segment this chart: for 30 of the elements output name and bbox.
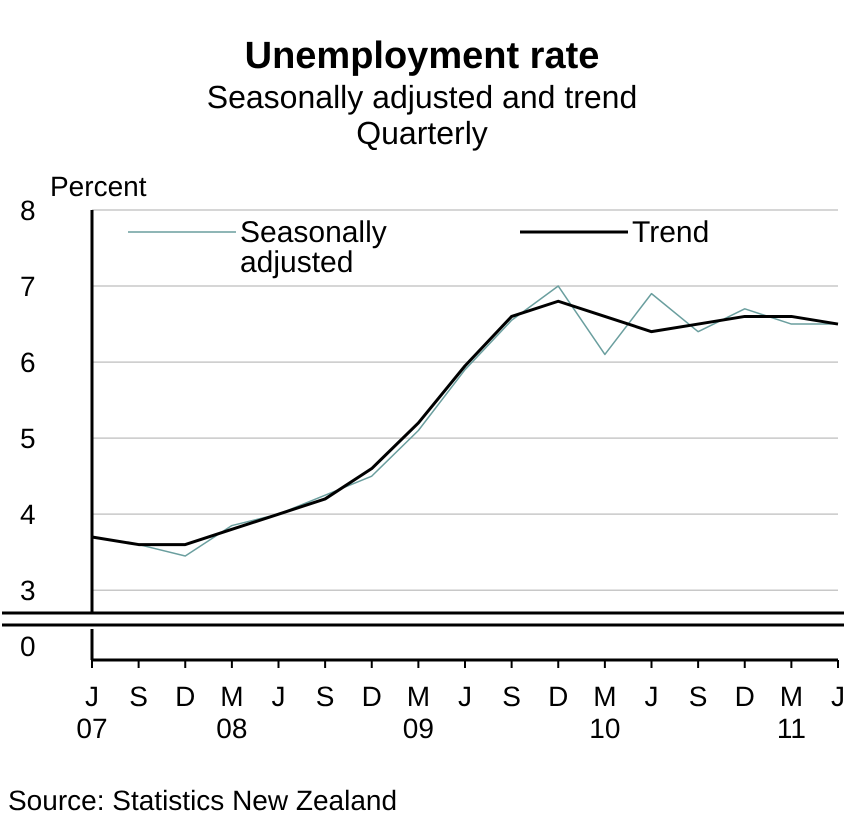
x-tick-label: J 07 [76,681,108,744]
chart-subtitle: Seasonally adjusted and trend Quarterly [206,79,638,151]
y-tick-label: 7 [20,270,36,302]
x-tick-label: J [644,681,658,712]
x-tick-label: M 10 [589,681,620,744]
x-tick-label: S [316,681,334,712]
x-tick-label: M 11 [776,681,806,744]
y-tick-label: 4 [20,498,36,530]
x-tick-label: D [362,681,382,712]
x-tick-label: D [175,681,196,712]
legend-label: Trend [632,216,710,249]
x-tick-label: J [831,681,844,712]
y-axis-title: Percent [50,171,147,202]
x-tick-label: M 09 [402,681,434,744]
x-tick-label: J [458,681,472,712]
x-tick-label: J [272,681,286,712]
text: 0 [20,631,36,662]
x-tick-label: D [548,681,568,712]
x-tick-label: S [502,681,521,712]
y-tick-label: 5 [20,422,36,454]
x-tick-label: S [688,681,708,712]
y-tick-label: 8 [20,194,36,226]
x-tick-label: D [734,681,755,712]
chart-title: Unemployment rate [244,35,600,77]
y-tick-label: 3 [20,574,36,606]
x-tick-label: M 08 [216,681,248,744]
x-tick-label: S [129,681,148,712]
legend-label: Seasonally adjusted [240,216,387,279]
y-tick-label: 6 [20,346,36,378]
source-note: Source: Statistics New Zealand [8,785,398,816]
